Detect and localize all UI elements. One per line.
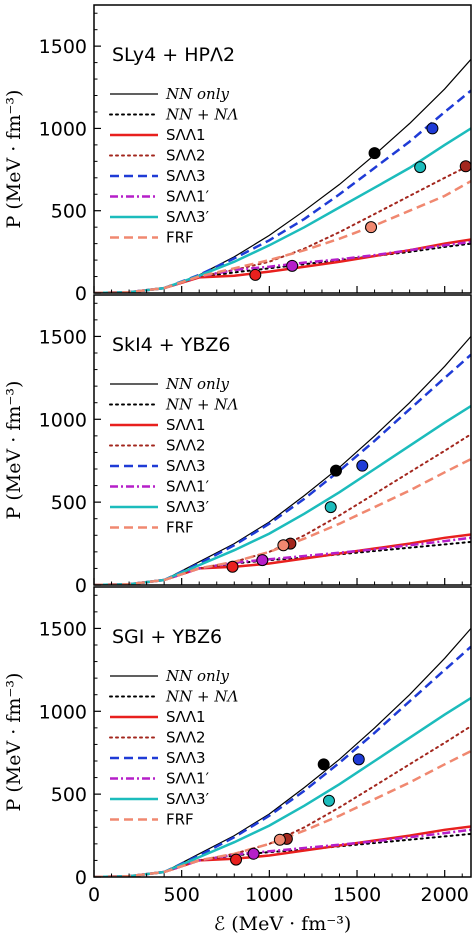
series-marker-3	[249, 268, 262, 281]
x-tick-label: 0	[88, 884, 100, 906]
panel-title: SLy4 + HPΛ2	[112, 44, 235, 66]
panel-title: SkI4 + YBZ6	[112, 334, 231, 356]
legend: NN only NN + NΛ SΛΛ1 SΛΛ2 SΛΛ3 SΛΛ1′ SΛΛ3′ FRF	[109, 667, 238, 829]
y-tick-label: 1500	[39, 618, 87, 640]
legend-label-4: SΛΛ2	[166, 729, 206, 747]
legend-label-8: FRF	[166, 519, 194, 537]
series-marker-6	[286, 259, 299, 272]
legend-label-5: SΛΛ3	[166, 749, 206, 767]
legend-label-1: NN only	[165, 85, 230, 103]
series-marker-5	[356, 459, 369, 472]
x-tick-label: 2000	[421, 884, 469, 906]
legend-label-6: SΛΛ1′	[166, 188, 210, 206]
legend-label-5: SΛΛ3	[166, 457, 206, 475]
series-marker-7	[414, 161, 427, 174]
y-tick-label: 1000	[39, 118, 87, 140]
series-marker-7	[322, 794, 335, 807]
series-marker-6	[247, 847, 260, 860]
series-line-6	[94, 240, 471, 293]
series-line-2	[94, 832, 471, 877]
panel-title: SGI + YBZ6	[112, 626, 222, 648]
y-tick-label: 1000	[39, 409, 87, 431]
legend-label-2: NN + NΛ	[165, 688, 238, 706]
y-tick-label: 500	[51, 492, 87, 514]
y-tick-label: 500	[51, 201, 87, 223]
plot-frame	[93, 586, 472, 878]
y-tick-label: 1500	[39, 326, 87, 348]
series-line-2	[94, 540, 471, 585]
series-line-8	[94, 749, 471, 877]
x-axis-label: ℰ (MeV · fm⁻³)	[214, 913, 352, 935]
legend-label-7: SΛΛ3′	[166, 790, 210, 808]
legend-label-4: SΛΛ2	[166, 147, 206, 165]
series-marker-1	[317, 758, 330, 771]
series-line-3	[94, 825, 471, 877]
y-axis-label: P (MeV · fm⁻³)	[3, 673, 25, 812]
legend-label-3: SΛΛ1	[166, 708, 206, 726]
legend-label-4: SΛΛ2	[166, 437, 206, 455]
series-line-5	[94, 89, 471, 293]
plot-area	[94, 628, 471, 877]
series-marker-8	[277, 539, 290, 552]
series-line-8	[94, 457, 471, 585]
x-tick-label: 1000	[245, 884, 293, 906]
legend-label-1: NN only	[165, 667, 230, 685]
legend-label-6: SΛΛ1′	[166, 478, 210, 496]
y-tick-label: 0	[75, 575, 87, 597]
series-marker-4	[459, 160, 471, 173]
y-tick-label: 1500	[39, 36, 87, 58]
series-line-3	[94, 238, 471, 293]
y-tick-label: 0	[75, 283, 87, 305]
legend-label-7: SΛΛ3′	[166, 498, 210, 516]
series-marker-1	[368, 147, 381, 160]
series-line-8	[94, 180, 471, 293]
series-line-2	[94, 242, 471, 293]
series-marker-3	[226, 560, 239, 573]
series-line-7	[94, 127, 471, 293]
legend: NN only NN + NΛ SΛΛ1 SΛΛ2 SΛΛ3 SΛΛ1′ SΛΛ3′ FRF	[109, 85, 238, 247]
plot-frame	[93, 4, 472, 294]
series-marker-7	[324, 501, 337, 514]
series-marker-1	[329, 464, 342, 477]
y-tick-label: 1000	[39, 701, 87, 723]
plot-area	[94, 58, 471, 293]
legend-label-5: SΛΛ3	[166, 167, 206, 185]
legend-label-7: SΛΛ3′	[166, 208, 210, 226]
chart-panel-1: 0 500 1000 1500 P (MeV · fm⁻³) SLy4 + HPΛ2 NN …	[3, 4, 472, 305]
legend-label-2: NN + NΛ	[165, 396, 238, 414]
series-marker-6	[256, 554, 269, 567]
y-tick-label: 500	[51, 784, 87, 806]
series-marker-3	[230, 853, 243, 866]
series-line-7	[94, 404, 471, 585]
y-axis-label: P (MeV · fm⁻³)	[3, 90, 25, 229]
legend-label-8: FRF	[166, 229, 194, 247]
series-line-4	[94, 163, 471, 293]
x-tick-label: 1500	[333, 884, 381, 906]
legend: NN only NN + NΛ SΛΛ1 SΛΛ2 SΛΛ3 SΛΛ1′ SΛΛ3′ FRF	[109, 375, 238, 537]
plot-frame	[93, 294, 472, 586]
legend-label-3: SΛΛ1	[166, 416, 206, 434]
y-axis-label: P (MeV · fm⁻³)	[3, 381, 25, 520]
chart-panel-3: 0 500 1000 1500 0 500 1000 1500 2000 P (MeV · fm⁻…	[3, 586, 472, 935]
series-marker-8	[365, 221, 378, 234]
series-marker-5	[426, 122, 439, 135]
plot-area	[94, 336, 471, 585]
legend-label-2: NN + NΛ	[165, 106, 238, 124]
x-tick-label: 500	[164, 884, 200, 906]
legend-label-8: FRF	[166, 811, 194, 829]
series-marker-5	[352, 753, 365, 766]
series-marker-8	[273, 833, 286, 846]
y-tick-label: 0	[75, 867, 87, 889]
series-line-7	[94, 696, 471, 877]
legend-label-6: SΛΛ1′	[166, 770, 210, 788]
chart-panel-2: 0 500 1000 1500 P (MeV · fm⁻³) SkI4 + YBZ6 NN …	[3, 294, 472, 597]
legend-label-1: NN only	[165, 375, 230, 393]
legend-label-3: SΛΛ1	[166, 126, 206, 144]
